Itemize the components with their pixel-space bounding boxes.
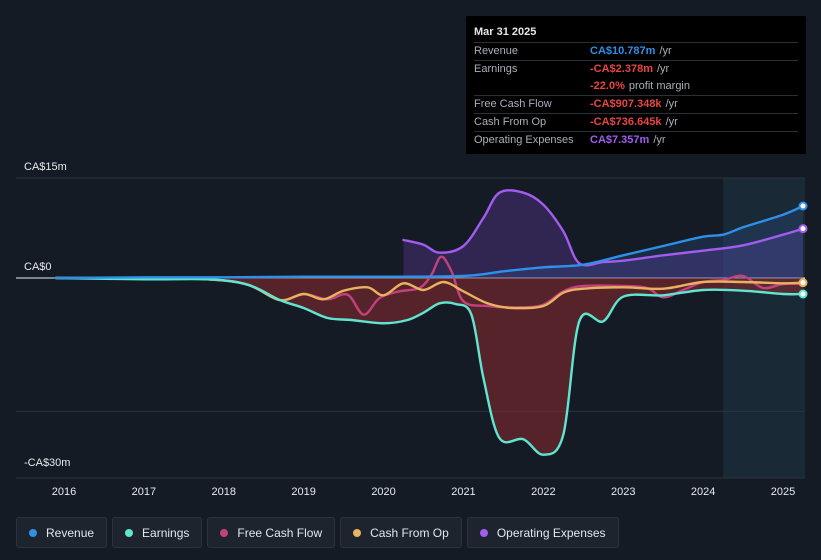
series-end-markers xyxy=(798,201,808,299)
tooltip-row-profit-margin: -22.0% profit margin xyxy=(474,78,798,95)
end-marker-cash-from-op xyxy=(798,278,808,288)
tooltip-label: Free Cash Flow xyxy=(474,98,552,110)
tooltip-unit: profit margin xyxy=(628,80,690,92)
legend-item-free-cash-flow[interactable]: Free Cash Flow xyxy=(207,517,336,548)
legend-label: Earnings xyxy=(142,525,190,540)
x-tick-label: 2023 xyxy=(611,486,635,498)
tooltip-label: Cash From Op xyxy=(474,116,547,128)
forecast-band xyxy=(723,178,805,478)
legend-dot-icon xyxy=(125,528,134,537)
end-marker-revenue xyxy=(798,201,808,211)
tooltip-value: CA$7.357m xyxy=(590,134,650,146)
legend-dot-icon xyxy=(353,528,362,537)
end-marker-earnings xyxy=(798,289,808,299)
x-tick-label: 2021 xyxy=(451,486,475,498)
legend-label: Cash From Op xyxy=(370,525,449,540)
earnings-area xyxy=(55,278,803,455)
chart-legend: Revenue Earnings Free Cash Flow Cash Fro… xyxy=(16,517,619,548)
series-line-operating-expenses xyxy=(402,189,805,267)
x-tick-label: 2016 xyxy=(52,486,76,498)
legend-dot-icon xyxy=(29,528,37,537)
x-tick-label: 2022 xyxy=(531,486,555,498)
revenue-area xyxy=(55,206,803,278)
y-tick-label: CA$0 xyxy=(24,261,52,273)
series-line-revenue xyxy=(54,204,805,280)
tooltip-date: Mar 31 2025 xyxy=(474,26,537,38)
legend-item-operating-expenses[interactable]: Operating Expenses xyxy=(466,517,619,548)
legend-dot-icon xyxy=(220,528,229,537)
x-tick-label: 2019 xyxy=(291,486,315,498)
tooltip-value: -CA$736.645k xyxy=(590,116,662,128)
series-line-earnings xyxy=(54,276,805,456)
x-tick-label: 2017 xyxy=(132,486,156,498)
tooltip-label xyxy=(474,78,590,95)
tooltip-value: -CA$907.348k xyxy=(590,98,662,110)
tooltip-row-operating-expenses: Operating Expenses CA$7.357m /yr xyxy=(474,131,798,149)
x-tick-label: 2024 xyxy=(691,486,715,498)
opex-area xyxy=(403,190,803,278)
data-tooltip: Mar 31 2025 Revenue CA$10.787m /yr Earni… xyxy=(466,16,806,154)
legend-dot-icon xyxy=(479,528,488,537)
y-tick-label: CA$15m xyxy=(24,161,67,173)
y-tick-label: -CA$30m xyxy=(24,457,70,469)
legend-item-revenue[interactable]: Revenue xyxy=(16,517,108,548)
series-lines xyxy=(54,189,805,456)
tooltip-unit: /yr xyxy=(653,134,666,146)
x-axis: 2016 2017 2018 2019 2020 2021 2022 2023 2024 2025 xyxy=(52,486,796,498)
x-tick-label: 2020 xyxy=(371,486,395,498)
tooltip-unit: /yr xyxy=(656,63,670,75)
legend-label: Revenue xyxy=(46,525,95,540)
legend-item-earnings[interactable]: Earnings xyxy=(112,517,203,548)
tooltip-row-revenue: Revenue CA$10.787m /yr xyxy=(474,42,798,60)
legend-item-cash-from-op[interactable]: Cash From Op xyxy=(340,517,462,548)
tooltip-row-earnings: Earnings -CA$2.378m /yr xyxy=(474,60,798,78)
end-marker-operating-expenses xyxy=(798,224,808,234)
area-fills xyxy=(55,190,803,455)
tooltip-row-free-cash-flow: Free Cash Flow -CA$907.348k /yr xyxy=(474,95,798,113)
legend-label: Free Cash Flow xyxy=(237,525,323,540)
legend-label: Operating Expenses xyxy=(496,525,606,540)
tooltip-label: Earnings xyxy=(474,63,518,75)
tooltip-value: -CA$2.378m xyxy=(590,63,653,75)
tooltip-row-cash-from-op: Cash From Op -CA$736.645k /yr xyxy=(474,113,798,131)
tooltip-value: -22.0% xyxy=(590,80,625,92)
tooltip-unit: /yr xyxy=(665,116,678,128)
tooltip-label: Revenue xyxy=(474,45,519,57)
tooltip-value: CA$10.787m xyxy=(590,45,656,57)
x-tick-label: 2018 xyxy=(212,486,236,498)
tooltip-unit: /yr xyxy=(659,45,672,57)
grid xyxy=(16,177,805,479)
x-tick-label: 2025 xyxy=(771,486,795,498)
tooltip-unit: /yr xyxy=(665,98,678,110)
tooltip-label: Operating Expenses xyxy=(474,134,574,146)
y-axis: CA$15m CA$0 -CA$30m xyxy=(24,161,70,469)
